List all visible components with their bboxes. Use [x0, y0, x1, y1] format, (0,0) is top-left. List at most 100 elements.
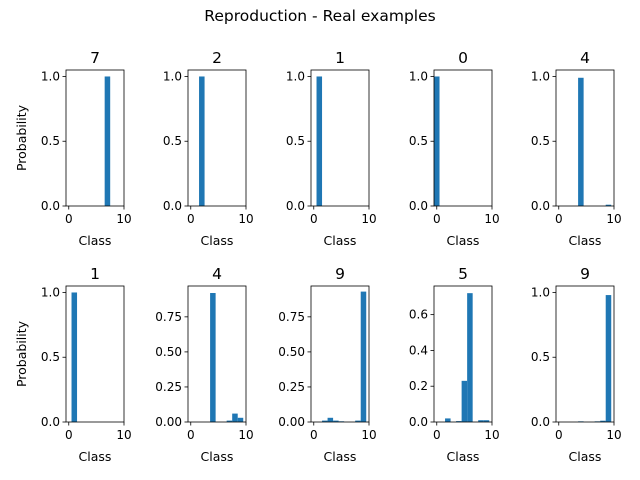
x-tick-label: 10	[606, 428, 621, 442]
subplot-title: 4	[580, 49, 590, 67]
axes-frame	[433, 285, 493, 423]
axes-frame	[433, 69, 493, 207]
x-tick-label: 0	[65, 212, 73, 226]
y-tick-label: 0.0	[531, 199, 550, 213]
y-tick-label: 0.50	[155, 345, 182, 359]
x-axis-label: Class	[324, 449, 357, 464]
y-tick-label: 0.5	[531, 350, 550, 364]
y-tick-label: 1.0	[409, 69, 428, 83]
bar	[434, 76, 440, 206]
subplot-title: 9	[580, 265, 590, 283]
subplot-title: 0	[458, 49, 468, 67]
x-tick-label: 0	[555, 428, 563, 442]
bar	[483, 420, 490, 422]
y-tick-label: 0.5	[41, 350, 60, 364]
x-tick-label: 10	[238, 428, 253, 442]
x-axis-label: Class	[569, 449, 602, 464]
y-tick-label: 0.50	[278, 345, 305, 359]
bar	[467, 293, 473, 422]
subplot-title: 1	[90, 265, 100, 283]
bar	[445, 418, 451, 422]
subplot-title: 5	[458, 265, 468, 283]
bar	[322, 420, 328, 422]
x-axis-label: Class	[569, 233, 602, 248]
y-tick-label: 1.0	[531, 69, 550, 83]
y-tick-label: 1.0	[286, 69, 305, 83]
y-tick-label: 0.2	[409, 379, 428, 393]
x-tick-label: 10	[361, 212, 376, 226]
axes-frame	[65, 285, 125, 423]
y-tick-label: 0.75	[278, 310, 305, 324]
axes-frame	[310, 69, 370, 207]
axes-frame	[310, 285, 370, 423]
bar	[478, 420, 484, 422]
axes-frame	[187, 285, 247, 423]
y-tick-label: 1.0	[41, 285, 60, 299]
y-tick-label: 0.0	[41, 415, 60, 429]
x-axis-label: Class	[447, 449, 480, 464]
y-tick-label: 0.5	[41, 134, 60, 148]
subplot-title: 7	[90, 49, 100, 67]
subplot-title: 1	[335, 49, 345, 67]
bar	[461, 380, 468, 422]
y-tick-label: 0.25	[278, 380, 305, 394]
bar	[199, 76, 205, 206]
y-tick-label: 0.6	[409, 308, 428, 322]
x-tick-label: 0	[433, 428, 441, 442]
bar	[210, 293, 216, 422]
bar	[355, 420, 361, 422]
bar	[360, 291, 367, 422]
x-tick-label: 0	[433, 212, 441, 226]
bar	[578, 77, 584, 207]
subplot-title: 9	[335, 265, 345, 283]
x-tick-label: 10	[606, 212, 621, 226]
y-tick-label: 1.0	[163, 69, 182, 83]
y-tick-label: 0.75	[155, 310, 182, 324]
y-tick-label: 0.5	[409, 134, 428, 148]
x-tick-label: 0	[65, 428, 73, 442]
x-tick-label: 10	[238, 212, 253, 226]
x-tick-label: 0	[310, 212, 318, 226]
x-axis-label: Class	[201, 449, 234, 464]
bar	[456, 421, 462, 422]
bar	[327, 417, 334, 422]
x-tick-label: 10	[361, 428, 376, 442]
bar	[600, 420, 606, 422]
x-tick-label: 0	[187, 428, 195, 442]
x-axis-label: Class	[447, 233, 480, 248]
y-tick-label: 0.0	[286, 199, 305, 213]
y-tick-label: 0.0	[409, 415, 428, 429]
y-tick-label: 0.5	[163, 134, 182, 148]
bar	[333, 420, 339, 422]
x-tick-label: 10	[116, 212, 131, 226]
x-tick-label: 10	[484, 212, 499, 226]
bar	[237, 417, 244, 422]
y-axis-label: Probability	[14, 104, 29, 171]
x-tick-label: 10	[116, 428, 131, 442]
subplot-title: 4	[212, 265, 222, 283]
bar	[226, 420, 233, 422]
subplot-title: 2	[212, 49, 222, 67]
x-axis-label: Class	[324, 233, 357, 248]
y-tick-label: 0.0	[163, 199, 182, 213]
axes-frame	[555, 69, 615, 207]
bar	[71, 292, 78, 422]
x-axis-label: Class	[79, 233, 112, 248]
y-tick-label: 0.00	[155, 415, 182, 429]
axes-frame	[65, 69, 125, 207]
bar	[232, 413, 238, 422]
y-tick-label: 0.0	[531, 415, 550, 429]
y-tick-label: 0.0	[409, 199, 428, 213]
y-tick-label: 0.5	[531, 134, 550, 148]
x-tick-label: 0	[187, 212, 195, 226]
x-axis-label: Class	[201, 233, 234, 248]
bar	[316, 76, 323, 206]
y-tick-label: 1.0	[41, 69, 60, 83]
x-tick-label: 0	[555, 212, 563, 226]
y-tick-label: 1.0	[531, 285, 550, 299]
y-tick-label: 0.5	[286, 134, 305, 148]
y-tick-label: 0.25	[155, 380, 182, 394]
bar	[605, 295, 612, 422]
